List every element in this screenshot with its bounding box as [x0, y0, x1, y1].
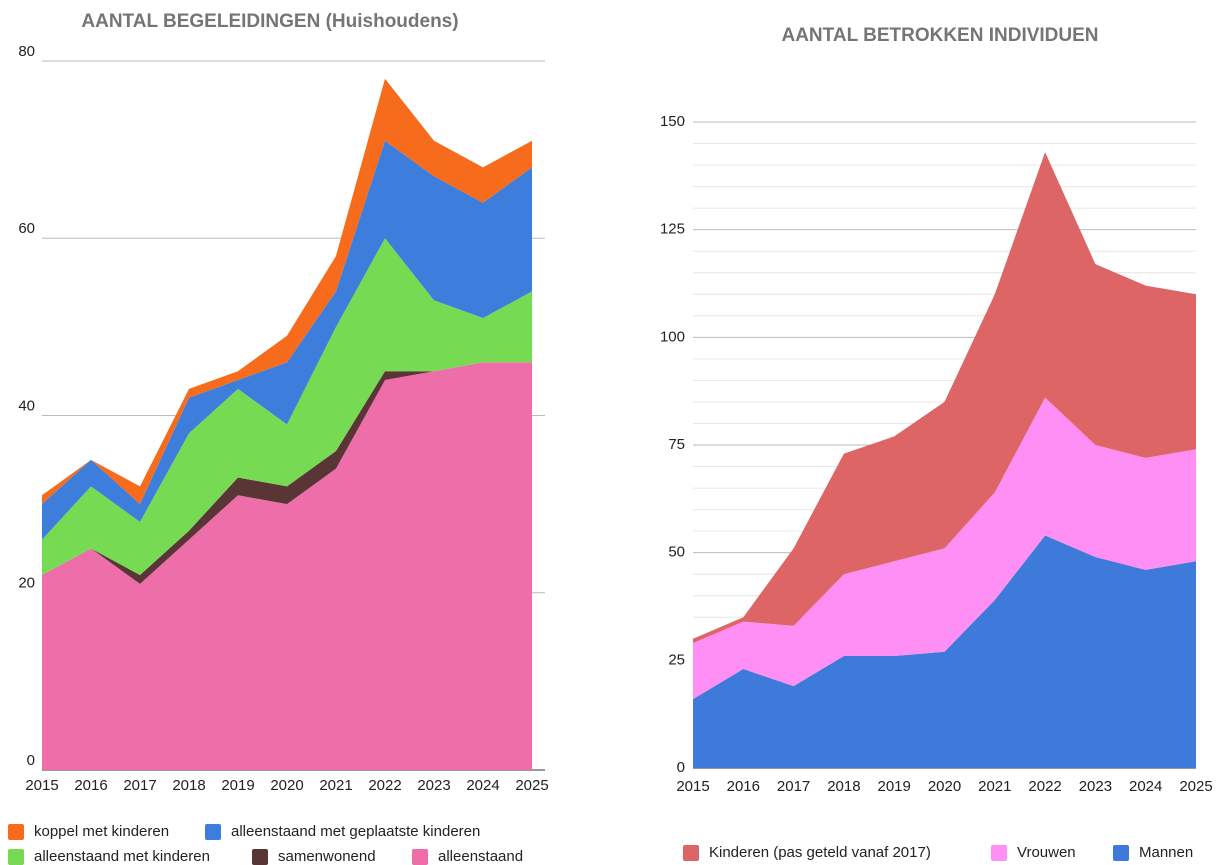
x-tick-label: 2021: [319, 777, 352, 794]
legend-swatch: [252, 849, 268, 865]
y-tick-label: 125: [660, 221, 685, 238]
legend-swatch: [1113, 845, 1129, 861]
x-tick-label: 2024: [1129, 778, 1162, 795]
y-tick-label: 75: [668, 436, 685, 453]
x-tick-label: 2022: [368, 777, 401, 794]
legend-swatch: [8, 849, 24, 865]
x-tick-label: 2025: [515, 777, 548, 794]
x-tick-label: 2018: [172, 777, 205, 794]
x-tick-label: 2016: [727, 778, 760, 795]
y-tick-label: 40: [18, 397, 35, 414]
legend-swatch: [8, 824, 24, 840]
area: [42, 238, 532, 576]
x-tick-label: 2023: [1079, 778, 1112, 795]
x-tick-label: 2019: [221, 777, 254, 794]
area: [693, 152, 1196, 644]
y-tick-label: 80: [18, 43, 35, 60]
legend-label: alleenstaand met kinderen: [34, 848, 210, 865]
x-tick-label: 2025: [1179, 778, 1212, 795]
x-tick-label: 2015: [25, 777, 58, 794]
legend-swatch: [205, 824, 221, 840]
x-tick-label: 2017: [777, 778, 810, 795]
legend-label: Mannen: [1139, 844, 1193, 861]
x-tick-label: 2023: [417, 777, 450, 794]
legend-label: samenwonend: [278, 848, 376, 865]
x-tick-label: 2017: [123, 777, 156, 794]
y-tick-label: 20: [18, 575, 35, 592]
legend-swatch: [412, 849, 428, 865]
x-tick-label: 2019: [878, 778, 911, 795]
area: [42, 140, 532, 540]
legend-swatch: [991, 845, 1007, 861]
x-tick-label: 2016: [74, 777, 107, 794]
chart-title: AANTAL BEGELEIDINGEN (Huishoudens): [81, 11, 458, 32]
y-tick-label: 60: [18, 220, 35, 237]
area: [42, 362, 532, 770]
y-tick-label: 150: [660, 113, 685, 130]
x-tick-label: 2018: [827, 778, 860, 795]
x-tick-label: 2020: [928, 778, 961, 795]
legend-label: Vrouwen: [1017, 844, 1076, 861]
y-tick-label: 50: [668, 544, 685, 561]
y-tick-label: 100: [660, 328, 685, 345]
legend-label: Kinderen (pas geteld vanaf 2017): [709, 844, 931, 861]
legend-label: alleenstaand met geplaatste kinderen: [231, 823, 480, 840]
y-tick-label: 0: [677, 759, 685, 776]
x-tick-label: 2015: [676, 778, 709, 795]
y-tick-label: 25: [668, 651, 685, 668]
x-tick-label: 2021: [978, 778, 1011, 795]
legend-label: koppel met kinderen: [34, 823, 169, 840]
x-tick-label: 2024: [466, 777, 499, 794]
legend-label: alleenstaand: [438, 848, 523, 865]
x-tick-label: 2020: [270, 777, 303, 794]
chart-title: AANTAL BETROKKEN INDIVIDUEN: [781, 25, 1098, 46]
x-tick-label: 2022: [1028, 778, 1061, 795]
legend-swatch: [683, 845, 699, 861]
y-tick-label: 0: [27, 752, 35, 769]
